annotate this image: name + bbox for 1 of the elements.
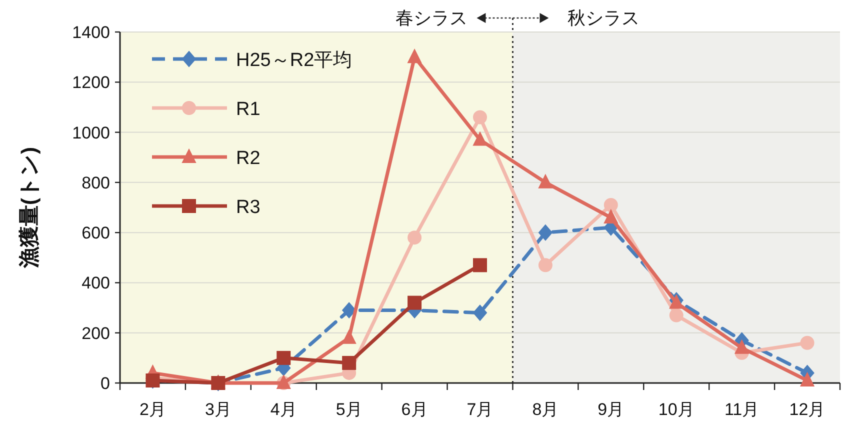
y-label: 漁獲量(トン) xyxy=(18,147,41,268)
